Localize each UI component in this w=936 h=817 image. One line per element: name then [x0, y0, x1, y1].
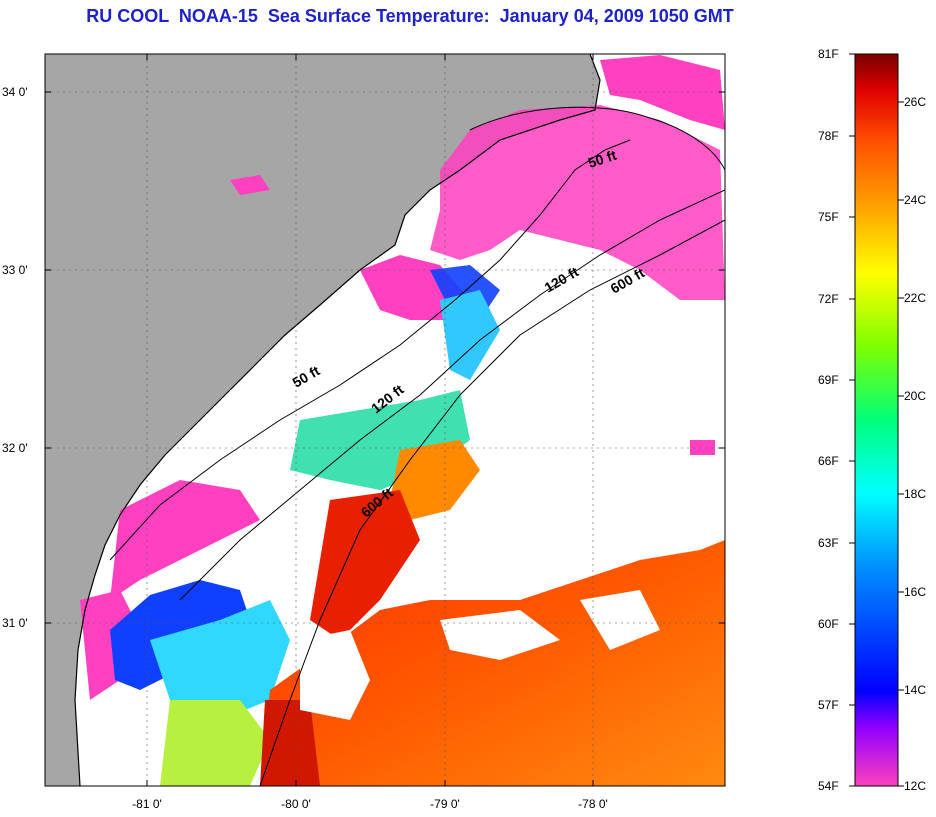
colorbar-f-label: 63F — [818, 536, 839, 550]
colorbar-f-label: 78F — [818, 129, 839, 143]
colorbar-c-label: 24C — [904, 193, 927, 207]
cloud-gaps — [300, 590, 660, 720]
colorbar-f-label: 54F — [818, 779, 839, 793]
colorbar-f-label: 69F — [818, 373, 839, 387]
colorbar — [854, 53, 899, 787]
latitude-label: 32 0' — [2, 441, 28, 455]
land-mass — [45, 54, 600, 786]
axis-ticks — [45, 54, 725, 786]
cold-water-patches — [80, 55, 725, 700]
latitude-label: 31 0' — [2, 616, 28, 630]
colorbar-c-label: 20C — [904, 389, 927, 403]
colorbar-c-label: 16C — [904, 585, 927, 599]
colorbar-f-label: 57F — [818, 698, 839, 712]
latitude-label: 34 0' — [2, 85, 28, 99]
isobath-50ft — [109, 139, 631, 561]
map-title: RU COOL NOAA-15 Sea Surface Temperature:… — [86, 6, 734, 26]
isobath-600ft — [259, 219, 725, 786]
colorbar-f-label: 75F — [818, 210, 839, 224]
colorbar-c-label: 12C — [904, 779, 927, 793]
colorbar-f-label: 72F — [818, 292, 839, 306]
isobath-outer — [469, 106, 725, 171]
grid-lines — [45, 54, 725, 786]
colorbar-ticks — [849, 53, 904, 787]
plot-frame — [44, 53, 726, 787]
longitude-label: -79 0' — [430, 797, 460, 811]
colorbar-c-label: 14C — [904, 683, 927, 697]
colorbar-c-label: 26C — [904, 95, 927, 109]
longitude-label: -78 0' — [578, 797, 608, 811]
isobath-120ft — [179, 189, 725, 601]
latitude-label: 33 0' — [2, 263, 28, 277]
colorbar-f-label: 81F — [818, 47, 839, 61]
coastline — [74, 54, 601, 786]
colorbar-f-label: 66F — [818, 454, 839, 468]
longitude-label: -81 0' — [132, 797, 162, 811]
colorbar-f-label: 60F — [818, 617, 839, 631]
longitude-label: -80 0' — [281, 797, 311, 811]
colorbar-c-label: 18C — [904, 487, 927, 501]
isobath-contours — [109, 106, 725, 786]
colorbar-c-label: 22C — [904, 291, 927, 305]
